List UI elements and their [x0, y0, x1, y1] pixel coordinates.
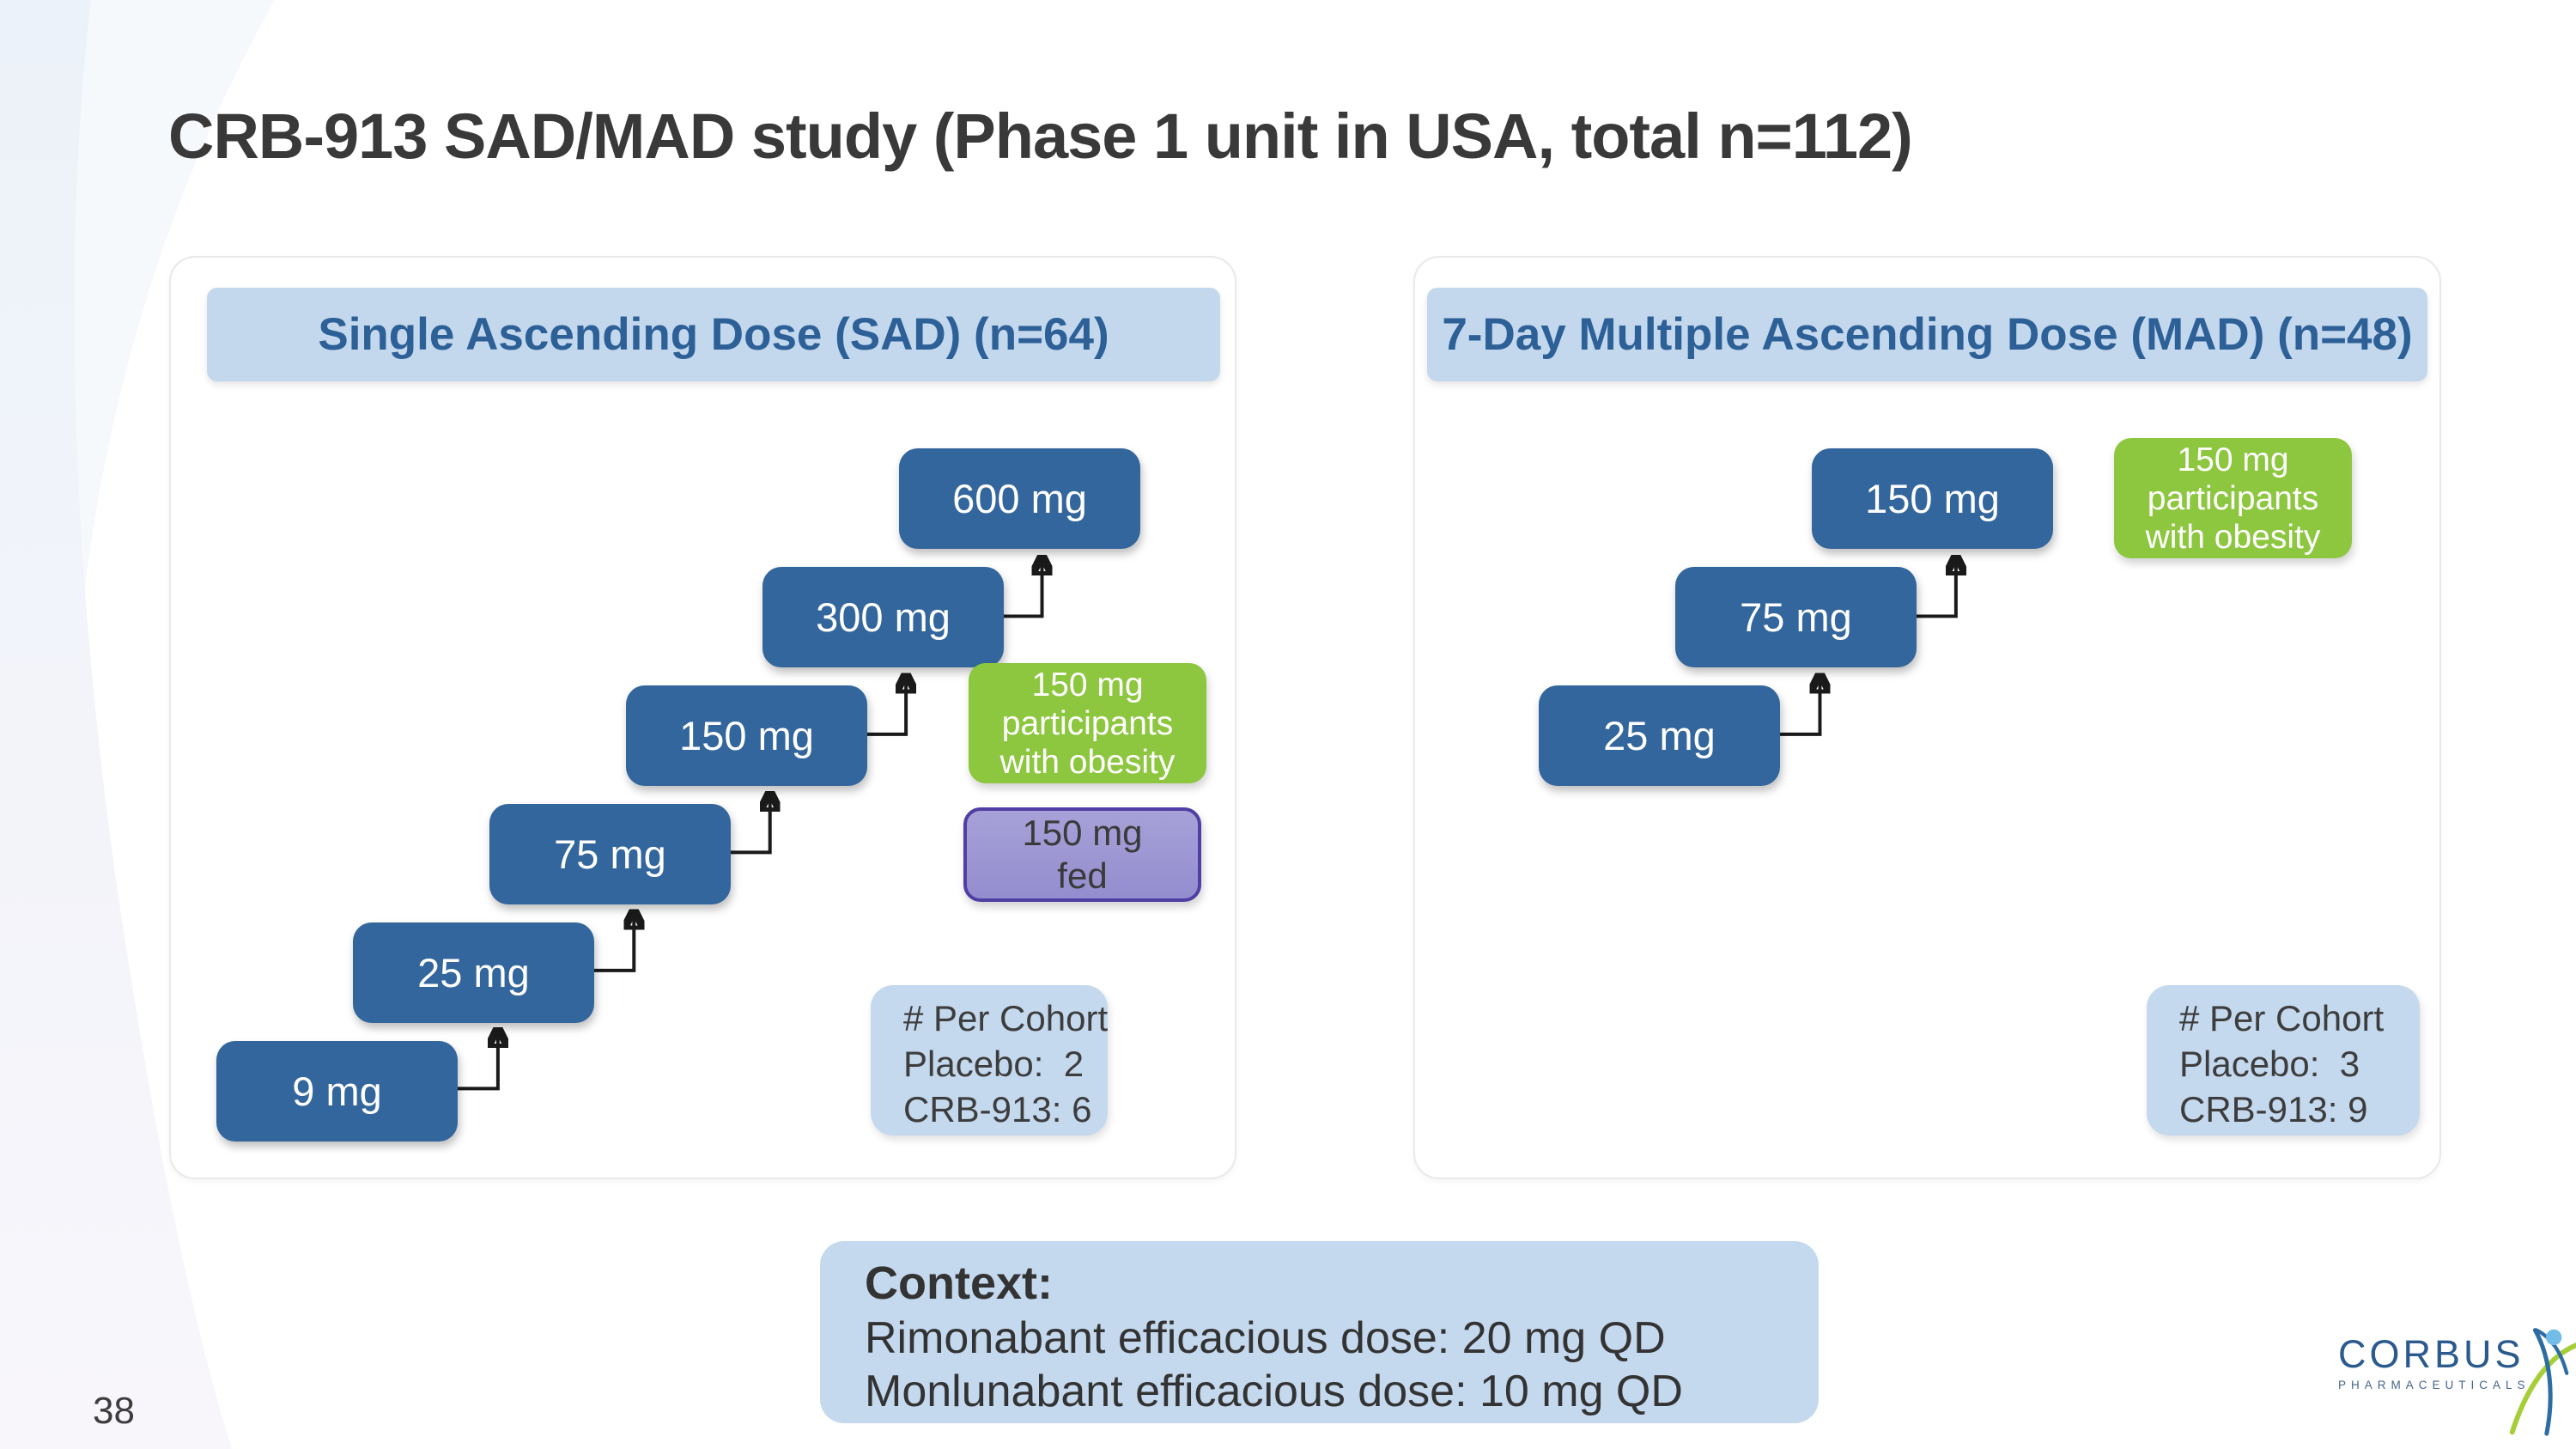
- mad-obesity-note-line: participants: [2147, 479, 2319, 517]
- sad-obesity-note-line: with obesity: [999, 743, 1176, 781]
- context-box: Context: Rimonabant efficacious dose: 20…: [820, 1241, 1819, 1423]
- corbus-logo-figure-icon: [2509, 1328, 2576, 1436]
- sad-obesity-note-line: participants: [1001, 704, 1174, 742]
- sad-dose-box-25mg: 25 mg: [353, 922, 594, 1023]
- mad-per-cohort-line: CRB-913: 9: [2179, 1089, 2368, 1129]
- sad-per-cohort-line: CRB-913: 6: [903, 1089, 1092, 1129]
- sad-dose-box-600mg: 600 mg: [899, 448, 1140, 549]
- arrow-25-to-75: [591, 913, 634, 972]
- context-line: Monlunabant efficacious dose: 10 mg QD: [865, 1367, 1683, 1416]
- mad-panel: 7-Day Multiple Ascending Dose (MAD) (n=4…: [1413, 256, 2441, 1179]
- sad-panel: Single Ascending Dose (SAD) (n=64) 9 mg …: [169, 256, 1236, 1179]
- mad-obesity-note-line: 150 mg: [2177, 441, 2289, 478]
- mad-panel-header: 7-Day Multiple Ascending Dose (MAD) (n=4…: [1427, 288, 2427, 381]
- corbus-logo-name: CORBUS: [2338, 1332, 2524, 1376]
- mad-dose-box-25mg: 25 mg: [1539, 685, 1780, 786]
- mad-per-cohort-line: # Per Cohort: [2179, 998, 2385, 1038]
- arrow-25-to-75: [1777, 677, 1820, 736]
- sad-panel-header: Single Ascending Dose (SAD) (n=64): [207, 288, 1220, 381]
- mad-dose-box-75mg: 75 mg: [1675, 567, 1917, 667]
- context-title: Context:: [865, 1257, 1053, 1309]
- sad-dose-box-300mg: 300 mg: [762, 567, 1004, 667]
- mad-obesity-note-line: with obesity: [2145, 518, 2321, 556]
- corbus-logo: CORBUS PHARMACEUTICALS: [2338, 1328, 2576, 1446]
- sad-per-cohort-line: # Per Cohort: [903, 998, 1109, 1038]
- sad-obesity-note-line: 150 mg: [1031, 666, 1144, 703]
- sad-obesity-note: 150 mg participants with obesity: [969, 663, 1206, 783]
- sad-fed-note-line: 150 mg: [1022, 813, 1143, 853]
- sad-per-cohort-line: Placebo: 2: [903, 1044, 1084, 1084]
- arrow-9-to-25: [455, 1032, 498, 1091]
- arrow-300-to-600: [999, 559, 1042, 618]
- sad-dose-box-75mg: 75 mg: [489, 804, 731, 904]
- mad-obesity-note: 150 mg participants with obesity: [2114, 438, 2352, 558]
- sad-dose-box-9mg: 9 mg: [216, 1041, 458, 1142]
- corbus-logo-subtitle: PHARMACEUTICALS: [2338, 1379, 2530, 1391]
- mad-per-cohort-line: Placebo: 3: [2179, 1044, 2360, 1084]
- sad-fed-note-line: fed: [1057, 855, 1108, 896]
- page-number: 38: [93, 1390, 135, 1432]
- sad-per-cohort-box: # Per Cohort Placebo: 2 CRB-913: 6: [871, 985, 1108, 1135]
- sad-fed-note: 150 mg fed: [963, 807, 1201, 902]
- arrow-150-to-300: [863, 677, 906, 736]
- arrow-75-to-150: [726, 795, 770, 855]
- mad-dose-box-150mg: 150 mg: [1812, 448, 2053, 549]
- slide-title: CRB-913 SAD/MAD study (Phase 1 unit in U…: [168, 100, 1913, 172]
- context-line: Rimonabant efficacious dose: 20 mg QD: [865, 1313, 1666, 1363]
- sad-dose-box-150mg: 150 mg: [626, 685, 867, 786]
- arrow-75-to-150: [1913, 559, 1956, 618]
- mad-per-cohort-box: # Per Cohort Placebo: 3 CRB-913: 9: [2147, 985, 2420, 1135]
